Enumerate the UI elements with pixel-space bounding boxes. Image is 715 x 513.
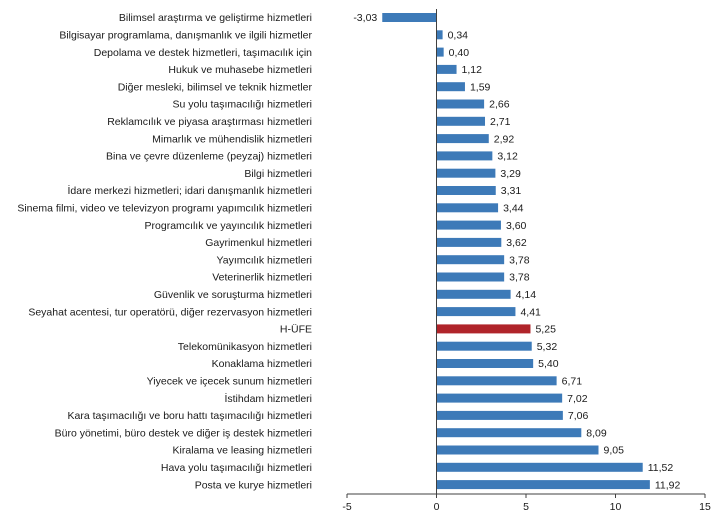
bar — [436, 186, 496, 195]
value-label: 2,92 — [494, 133, 515, 145]
category-label: Güvenlik ve soruşturma hizmetleri — [154, 289, 312, 301]
bar — [436, 376, 557, 386]
category-label: Bina ve çevre düzenleme (peyzaj) hizmetl… — [106, 151, 312, 163]
x-tick-label: 5 — [523, 501, 529, 513]
category-label: Yiyecek ve içecek sunum hizmetleri — [147, 376, 312, 388]
value-label: 3,78 — [509, 272, 530, 284]
bar — [436, 237, 502, 247]
category-label: Posta ve kurye hizmetleri — [195, 479, 312, 491]
category-label: Kiralama ve leasing hizmetleri — [173, 445, 312, 457]
category-label: Hukuk ve muhasebe hizmetleri — [168, 64, 312, 76]
bar — [436, 220, 501, 230]
bars-group — [382, 13, 650, 490]
bar — [436, 30, 443, 40]
value-label: 2,66 — [489, 99, 510, 111]
bar — [436, 47, 444, 57]
x-tick-label: 0 — [434, 501, 440, 513]
category-label: Mimarlık ve mühendislik hizmetleri — [152, 133, 312, 145]
value-label: 3,44 — [503, 203, 524, 215]
x-tick-label: 15 — [699, 501, 711, 513]
value-label: 3,78 — [509, 254, 530, 266]
category-label: Programcılık ve yayıncılık hizmetleri — [145, 220, 312, 232]
value-label: 11,52 — [648, 462, 674, 474]
bar — [436, 445, 599, 455]
value-label: 3,31 — [501, 185, 522, 197]
bar — [436, 134, 489, 144]
category-label: İdare merkezi hizmetleri; idari danışman… — [68, 184, 313, 197]
bar — [436, 116, 486, 126]
value-label: 11,92 — [655, 479, 681, 491]
category-label: Depolama ve destek hizmetleri, taşımacıl… — [94, 47, 312, 59]
category-label: Bilgi hizmetleri — [244, 168, 312, 180]
value-label: 0,40 — [449, 47, 470, 59]
value-label: -3,03 — [353, 12, 377, 24]
value-label: 1,12 — [462, 64, 483, 76]
category-label: Bilimsel araştırma ve geliştirme hizmetl… — [119, 12, 312, 24]
bar — [436, 151, 493, 161]
value-label: 0,34 — [448, 30, 469, 42]
axes-group: -5 0 5 10 15 — [342, 9, 711, 513]
value-label: 4,41 — [520, 306, 541, 318]
bar — [436, 359, 534, 368]
category-label: Yayımcılık hizmetleri — [217, 254, 313, 266]
bar — [436, 168, 496, 178]
category-label: Hava yolu taşımacılığı hizmetleri — [161, 462, 312, 474]
bar — [436, 64, 457, 74]
value-label: 3,29 — [500, 168, 521, 180]
category-label: Büro yönetimi, büro destek ve diğer iş d… — [55, 427, 312, 439]
bar — [436, 462, 643, 472]
category-label: Reklamcılık ve piyasa araştırması hizmet… — [107, 116, 312, 128]
value-label: 3,62 — [506, 237, 527, 249]
value-label: 6,71 — [562, 376, 583, 388]
bar — [436, 307, 516, 317]
value-label: 4,14 — [516, 289, 537, 301]
bar — [436, 324, 531, 334]
value-label: 7,06 — [568, 410, 589, 422]
bar — [436, 272, 505, 282]
category-label: İstihdam hizmetleri — [224, 392, 312, 405]
bar — [436, 480, 650, 490]
value-labels-group: -3,03 0,34 0,40 1,12 1,59 2,66 2,71 2,92 3,12 3,2… — [353, 12, 680, 491]
category-label: Sinema filmi, video ve televizyon progra… — [17, 203, 312, 215]
category-label: H-ÜFE — [280, 324, 312, 336]
bar — [436, 255, 505, 265]
x-tick-label: 10 — [610, 501, 622, 513]
category-label: Veterinerlik hizmetleri — [212, 272, 312, 284]
category-label: Gayrimenkul hizmetleri — [205, 237, 312, 249]
bar — [436, 393, 563, 403]
value-label: 9,05 — [604, 445, 625, 457]
category-labels-group: Bilimsel araştırma ve geliştirme hizmetl… — [17, 12, 312, 491]
value-label: 2,71 — [490, 116, 511, 128]
category-label: Seyahat acentesi, tur operatörü, diğer r… — [28, 306, 312, 318]
x-tick-label: -5 — [342, 501, 351, 513]
value-label: 7,02 — [567, 393, 588, 405]
value-label: 5,32 — [537, 341, 558, 353]
bar — [436, 82, 465, 92]
value-label: 8,09 — [586, 427, 607, 439]
value-label: 5,25 — [535, 324, 556, 336]
bar — [436, 410, 563, 420]
bar — [382, 13, 437, 22]
value-label: 1,59 — [470, 81, 491, 93]
category-label: Su yolu taşımacılığı hizmetleri — [173, 99, 312, 111]
category-label: Diğer mesleki, bilimsel ve teknik hizmet… — [118, 81, 313, 93]
category-label: Telekomünikasyon hizmetleri — [178, 341, 312, 353]
bar — [436, 428, 582, 438]
bar — [436, 341, 532, 351]
category-label: Konaklama hizmetleri — [212, 358, 312, 370]
bar — [436, 99, 485, 109]
category-label: Bilgisayar programlama, danışmanlık ve i… — [59, 30, 312, 42]
value-label: 5,40 — [538, 358, 559, 370]
bar — [436, 289, 511, 299]
value-label: 3,60 — [506, 220, 527, 232]
bar — [436, 203, 499, 213]
value-label: 3,12 — [497, 151, 518, 163]
category-label: Kara taşımacılığı ve boru hattı taşımacı… — [67, 410, 312, 422]
